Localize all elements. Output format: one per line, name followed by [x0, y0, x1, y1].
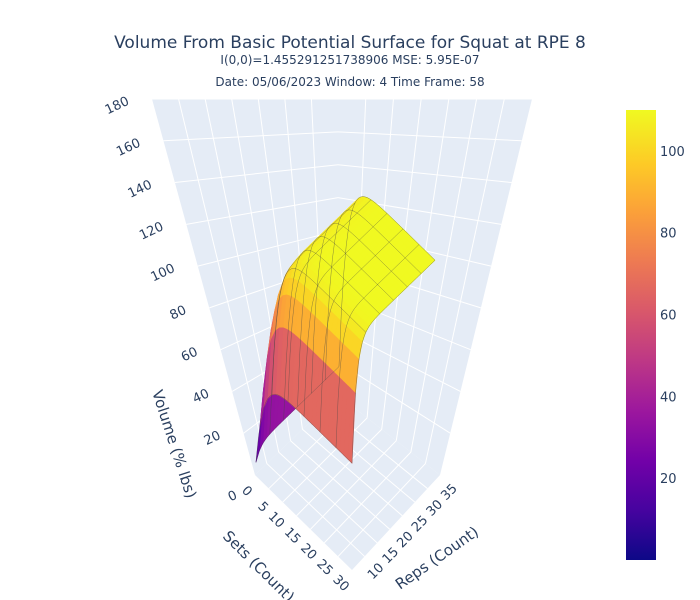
surface-mesh-line — [269, 268, 367, 435]
z-tick-label: 0 — [226, 488, 240, 505]
x-tick-label: 30 — [329, 573, 351, 595]
y-tick-label: 35 — [438, 481, 460, 503]
surface-mesh-line — [338, 196, 436, 367]
z-tick-label: 80 — [168, 303, 189, 324]
colorbar-tick-label: 40 — [660, 390, 677, 405]
colorbar-tick-label: 20 — [660, 472, 677, 487]
colorbar-tick-label: 80 — [660, 227, 677, 242]
z-tick-label: 100 — [149, 261, 178, 285]
colorbar-ticks: 20 40 60 80 100 — [660, 145, 685, 487]
grid-line-z — [163, 131, 339, 142]
x-tick-label: 15 — [281, 525, 303, 547]
grid-line-z — [337, 131, 522, 142]
colorbar-tick-label: 60 — [660, 309, 677, 324]
grid-line-floor — [323, 451, 412, 544]
grid-line-z — [197, 230, 339, 267]
x-tick-label: 20 — [297, 541, 319, 563]
x-tick-label: 0 — [238, 483, 254, 499]
surface-mesh-line — [255, 393, 353, 464]
z-tick-label: 120 — [137, 219, 166, 243]
grid-line-floor — [290, 440, 391, 530]
chart-subtitle-date: Date: 05/06/2023 Window: 4 Time Frame: 5… — [215, 75, 485, 89]
colorbar-tick-label: 100 — [660, 145, 685, 160]
surface-mesh-line — [324, 209, 422, 381]
y-tick-label: 30 — [424, 497, 446, 519]
grid-line-v — [178, 98, 268, 464]
surface-mesh — [255, 196, 436, 464]
x-tick-label: 10 — [265, 509, 287, 531]
grid-line-z — [174, 164, 339, 184]
chart-title: Volume From Basic Potential Surface for … — [114, 33, 586, 53]
x-tick-label: 5 — [254, 499, 270, 515]
y-tick-label: 20 — [394, 529, 416, 551]
grid-line-floor — [278, 451, 378, 544]
z-tick-label: 140 — [126, 178, 155, 202]
grid-line-floor — [337, 463, 426, 557]
y-tick-label: 25 — [409, 513, 431, 535]
floor-plane — [255, 395, 440, 570]
colorbar — [626, 110, 656, 560]
z-tick-label: 180 — [103, 94, 132, 118]
grid-line-z — [186, 197, 339, 225]
z-tick-label: 20 — [202, 428, 223, 449]
grid-line-floor — [302, 428, 403, 517]
z-axis-label: Volume (% lbs) — [148, 388, 200, 501]
chart-subtitle-mse: I(0,0)=1.455291251738906 MSE: 5.95E-07 — [220, 53, 480, 67]
x-tick-label: 25 — [313, 557, 335, 579]
surface-mesh-line — [311, 222, 408, 394]
grid-line-floor — [266, 463, 365, 557]
z-tick-label: 40 — [190, 386, 211, 407]
grid-line-v — [424, 98, 505, 464]
z-tick-label: 60 — [179, 345, 200, 366]
y-tick-label: 15 — [380, 545, 402, 567]
grid-line-floor — [296, 428, 383, 517]
grid-line-floor — [310, 440, 397, 530]
y-tick-label: 10 — [365, 561, 387, 583]
z-tick-label: 160 — [114, 136, 143, 160]
surface-mesh-line — [351, 260, 436, 464]
grid-line-v — [410, 98, 478, 453]
grid-line-z — [337, 164, 512, 184]
